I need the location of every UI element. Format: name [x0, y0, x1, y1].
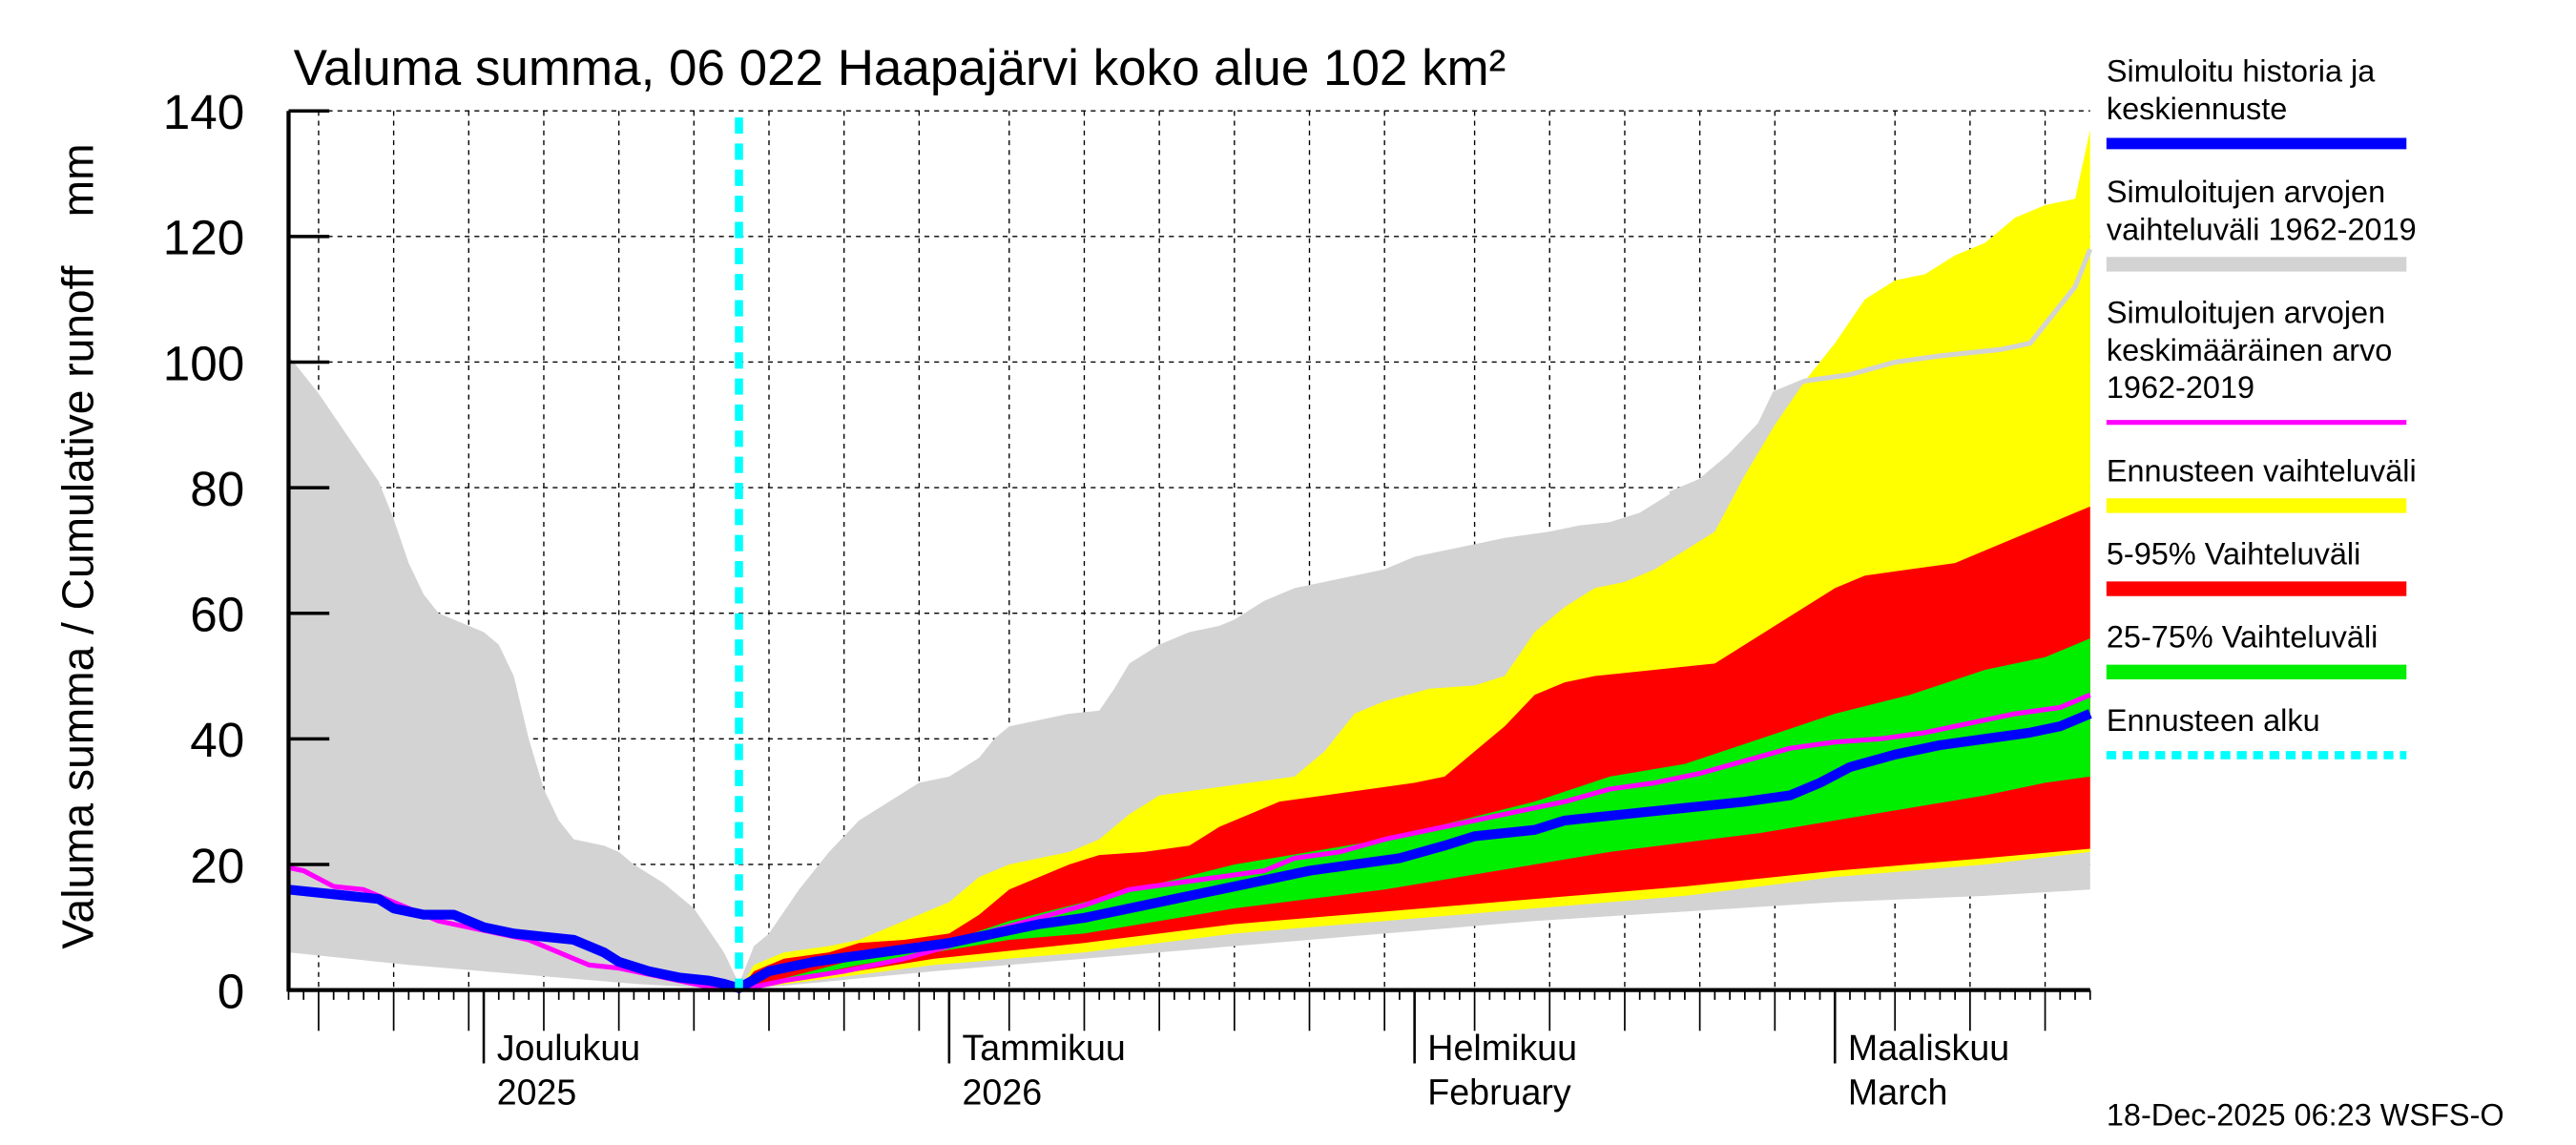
y-tick-label: 40	[190, 713, 244, 767]
history-max-line	[1669, 248, 2093, 497]
legend: Simuloitu historia ja keskiennuste Simuloi…	[2106, 53, 2417, 760]
legend-label: keskimääräinen arvo	[2107, 333, 2393, 367]
mean-line	[287, 692, 2091, 993]
legend-label: Simuloitu historia ja	[2107, 53, 2376, 88]
bands	[288, 129, 2093, 990]
month-label-sub: 2026	[963, 1072, 1043, 1112]
legend-label: Simuloitujen arvojen	[2107, 175, 2385, 209]
band-area	[738, 638, 2090, 990]
legend-label: 1962-2019	[2107, 370, 2254, 405]
legend-label: 5-95% Vaihteluväli	[2107, 536, 2360, 571]
simulated-forecast-line	[287, 709, 2092, 993]
legend-label: Ennusteen alku	[2107, 703, 2320, 738]
month-label-sub: March	[1848, 1072, 1947, 1112]
legend-label: vaihteluväli 1962-2019	[2107, 212, 2417, 246]
month-label: Tammikuu	[963, 1028, 1126, 1068]
y-tick-label: 0	[218, 964, 245, 1018]
y-tick-label: 140	[163, 85, 245, 139]
month-label: Maaliskuu	[1848, 1028, 2009, 1068]
series-lines	[287, 117, 2092, 993]
y-axis-label: Valuma summa / Cumulative runoff mm	[52, 143, 102, 948]
legend-label: 25-75% Vaihteluväli	[2107, 620, 2379, 655]
y-tick-label: 60	[190, 588, 244, 642]
y-tick-label: 80	[190, 462, 244, 516]
month-label: Helmikuu	[1427, 1028, 1577, 1068]
legend-label: Ennusteen vaihteluväli	[2107, 453, 2417, 488]
legend-label: keskiennuste	[2107, 92, 2288, 126]
chart-title: Valuma summa, 06 022 Haapajärvi koko alu…	[294, 40, 1506, 96]
month-label-sub: 2025	[497, 1072, 577, 1112]
month-label: Joulukuu	[497, 1028, 640, 1068]
band-area	[738, 506, 2090, 990]
footer-timestamp: 18-Dec-2025 06:23 WSFS-O	[2107, 1097, 2504, 1132]
month-label-sub: February	[1427, 1072, 1571, 1112]
y-tick-label: 120	[163, 211, 245, 265]
y-tick-label: 100	[163, 336, 245, 390]
y-tick-label: 20	[190, 839, 244, 893]
legend-label: Simuloitujen arvojen	[2107, 295, 2385, 329]
